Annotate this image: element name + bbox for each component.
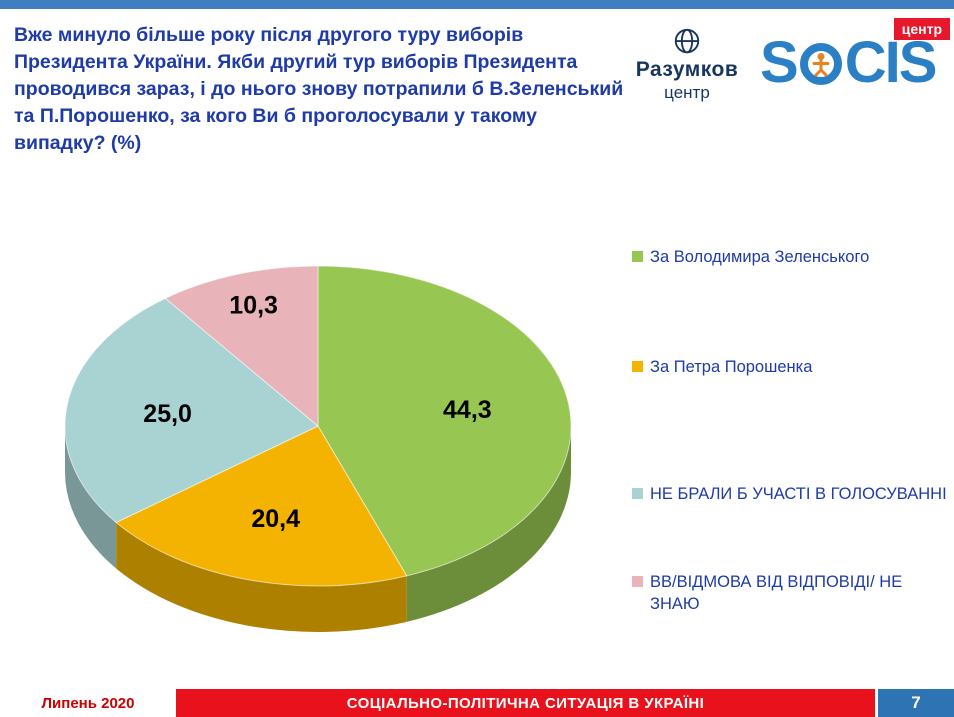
legend-item: За Володимира Зеленського bbox=[632, 246, 948, 268]
legend-label: За Володимира Зеленського bbox=[650, 248, 870, 266]
legend-swatch bbox=[632, 487, 643, 499]
razumkov-sub: центр bbox=[664, 83, 710, 102]
pie-value-label: 10,3 bbox=[229, 292, 278, 320]
pie-chart: 44,3 20,4 25,0 10,3 bbox=[64, 265, 572, 632]
legend-swatch bbox=[632, 251, 643, 262]
legend-swatch bbox=[632, 361, 643, 373]
socis-letter-s: S bbox=[760, 30, 799, 95]
socis-badge: центр bbox=[893, 18, 950, 40]
pie-slice bbox=[164, 265, 319, 428]
pie-slice bbox=[115, 425, 408, 587]
socis-logo: центр S CIS bbox=[760, 18, 950, 102]
razumkov-name: Разумков bbox=[635, 58, 739, 81]
pie-slice-side bbox=[65, 426, 117, 569]
pie-value-label: 25,0 bbox=[143, 400, 192, 428]
globe-icon bbox=[674, 28, 700, 54]
socis-letters-cis: CIS bbox=[844, 30, 938, 95]
pie-slice bbox=[317, 265, 572, 577]
pie-slice bbox=[64, 297, 319, 524]
legend: За Володимира Зеленського За Петра Пороше… bbox=[632, 246, 948, 615]
pie-value-label: 20,4 bbox=[251, 505, 300, 533]
footer-page-number: 7 bbox=[875, 689, 954, 717]
legend-item: НЕ БРАЛИ Б УЧАСТІ В ГОЛОСУВАННІ bbox=[632, 483, 948, 505]
pie-chart-area: 44,3 20,4 25,0 10,3 bbox=[18, 228, 618, 668]
legend-swatch bbox=[632, 575, 643, 587]
footer-date: Липень 2020 bbox=[0, 689, 176, 717]
legend-label: За Петра Порошенка bbox=[650, 358, 813, 377]
footer-title: СОЦІАЛЬНО-ПОЛІТИЧНА СИТУАЦІЯ В УКРАЇНІ bbox=[176, 689, 875, 717]
socis-letters: S CIS bbox=[760, 30, 938, 95]
legend-label: НЕ БРАЛИ Б УЧАСТІ В ГОЛОСУВАННІ bbox=[650, 484, 947, 503]
pie-slice-side bbox=[116, 522, 407, 632]
top-accent-bar bbox=[0, 0, 954, 9]
legend-label: ВВ/ВІДМОВА ВІД ВІДПОВІДІ/ НЕ ЗНАЮ bbox=[650, 572, 903, 614]
razumkov-logo: Разумков центр bbox=[620, 26, 754, 103]
pie-slice-side bbox=[406, 426, 571, 622]
footer-bar: Липень 2020 СОЦІАЛЬНО-ПОЛІТИЧНА СИТУАЦІЯ… bbox=[0, 689, 954, 717]
question-title: Вже минуло більше року після другого тур… bbox=[14, 24, 624, 154]
pie-value-label: 44,3 bbox=[443, 396, 492, 424]
legend-item: ВВ/ВІДМОВА ВІД ВІДПОВІДІ/ НЕ ЗНАЮ bbox=[632, 571, 948, 616]
legend-item: За Петра Порошенка bbox=[632, 356, 948, 378]
socis-person-in-circle-icon bbox=[799, 43, 842, 85]
